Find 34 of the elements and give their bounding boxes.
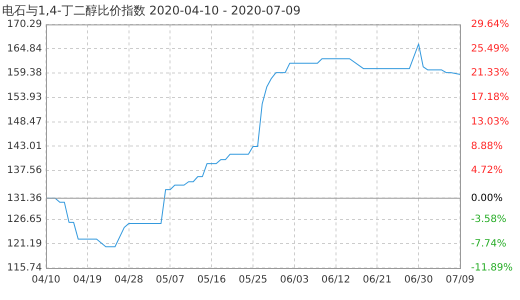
x-tick-label: 07/09 xyxy=(446,274,474,286)
y-tick-label: 137.56 xyxy=(7,165,42,176)
y2-tick-label: -11.89% xyxy=(471,262,513,274)
y-tick-label: 121.19 xyxy=(7,238,42,250)
y-tick-label: 170.29 xyxy=(7,18,42,30)
y2-tick-label: 25.49% xyxy=(471,43,510,54)
x-tick-label: 06/12 xyxy=(321,274,350,286)
y2-tick-label: 17.18% xyxy=(471,92,510,104)
x-tick-label: 06/03 xyxy=(280,274,309,286)
y2-tick-label: 29.64% xyxy=(471,18,510,30)
y2-tick-label: 8.88% xyxy=(471,140,503,152)
y-tick-label: 153.93 xyxy=(7,92,42,104)
y2-tick-label: -7.74% xyxy=(471,238,506,250)
x-tick-label: 05/16 xyxy=(197,274,226,286)
x-tick-label: 04/28 xyxy=(114,274,144,286)
y2-tick-label: 21.33% xyxy=(471,68,510,79)
y2-tick-label: 0.00% xyxy=(471,192,503,204)
x-tick-label: 06/30 xyxy=(404,274,434,286)
y-tick-label: 164.84 xyxy=(7,43,42,54)
y2-tick-label: 13.03% xyxy=(471,116,510,128)
x-tick-label: 06/21 xyxy=(362,274,392,286)
y-tick-label: 143.01 xyxy=(7,140,42,152)
x-tick-label: 04/19 xyxy=(72,274,102,286)
y2-tick-label: 4.72% xyxy=(471,165,503,176)
y-tick-label: 126.65 xyxy=(7,214,42,225)
x-tick-label: 05/07 xyxy=(156,274,185,286)
y-tick-label: 115.74 xyxy=(7,262,42,274)
y-tick-label: 159.38 xyxy=(7,68,42,79)
y2-tick-label: -3.58% xyxy=(471,214,506,225)
y-tick-label: 131.36 xyxy=(7,192,42,204)
x-tick-label: 04/10 xyxy=(32,274,60,286)
y-tick-label: 148.47 xyxy=(7,116,42,128)
chart-title: 电石与1,4-丁二醇比价指数 2020-04-10 - 2020-07-09 xyxy=(2,3,301,18)
x-tick-label: 05/25 xyxy=(238,274,268,286)
